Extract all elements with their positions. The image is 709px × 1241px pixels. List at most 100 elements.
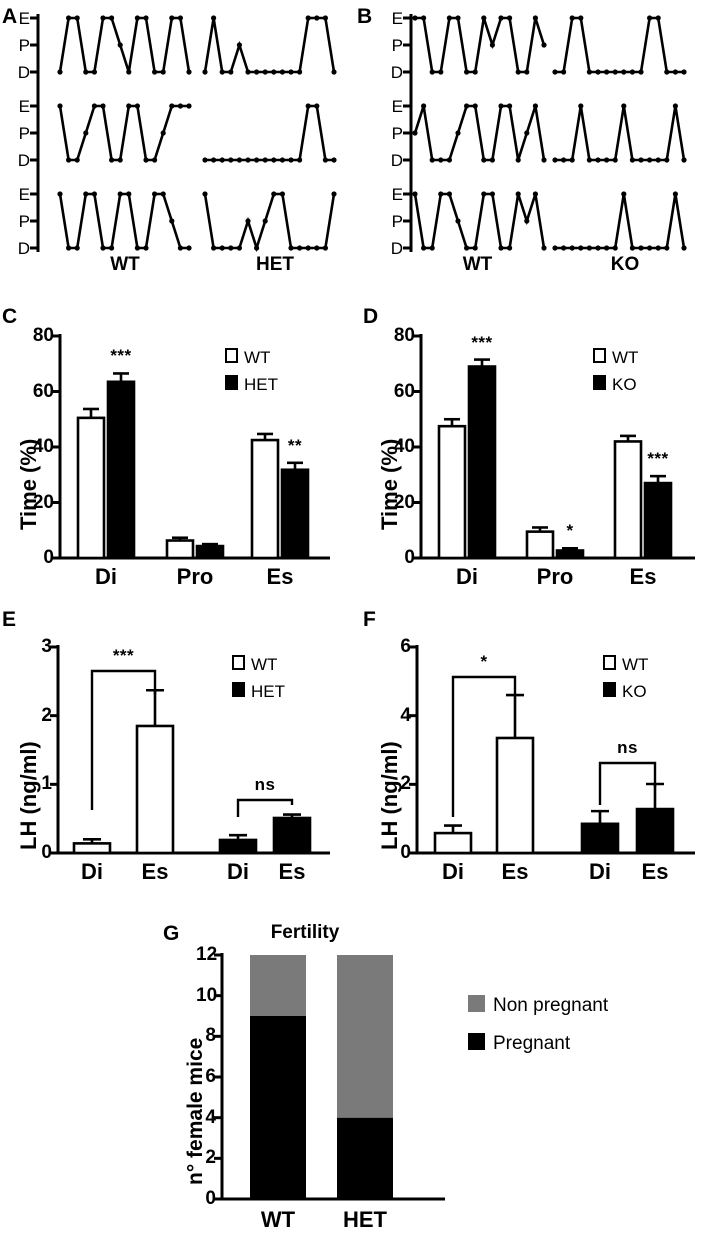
y-tick-0: 0 xyxy=(404,547,415,568)
stage-label-d-2: D xyxy=(390,239,403,258)
y-tick-20: 20 xyxy=(32,491,54,513)
panel-b-group-ko-label: KO xyxy=(610,254,640,275)
y-tick-2: 2 xyxy=(205,1147,216,1169)
y-tick-60: 60 xyxy=(393,380,415,402)
legend-label-wt: WT xyxy=(244,348,271,367)
stage-label-d-1: D xyxy=(17,151,30,170)
legend-swatch-ko xyxy=(603,682,616,697)
stage-label-e-1: E xyxy=(391,97,403,116)
panel-b-group-wt-label: WT xyxy=(462,254,493,275)
x-category-es: Es xyxy=(629,564,657,589)
stage-label-p-0: P xyxy=(391,36,403,55)
panel-a-cycle-plot xyxy=(30,14,337,253)
y-tick-80: 80 xyxy=(393,325,415,346)
x-category-pro: Pro xyxy=(536,564,574,589)
legend-swatch-het xyxy=(225,375,238,390)
y-tick-40: 40 xyxy=(32,436,54,457)
x-category-di: Di xyxy=(456,564,478,589)
x-category-es: Es xyxy=(266,564,294,589)
stage-label-e-1: E xyxy=(18,97,30,116)
x-category-pro: Pro xyxy=(176,564,214,589)
y-tick-0: 0 xyxy=(43,547,54,568)
y-tick-0: 0 xyxy=(400,842,411,863)
panel-e: E LH (ng/ml) 0 1 2 3 Di Es Di Es *** ns WT HET xyxy=(0,605,355,895)
stage-label-d-2: D xyxy=(17,239,30,258)
panel-g-bar-chart xyxy=(214,953,445,1201)
panel-b-cycle-plot xyxy=(403,14,687,252)
y-tick-10: 10 xyxy=(196,984,218,1006)
legend-label-wt: WT xyxy=(612,348,639,367)
x-category-di-2: Di xyxy=(227,859,249,884)
panel-c: C Time (%) 0 20 40 60 80 Di Pro Es *** ** WT HET xyxy=(0,300,355,600)
x-category-wt: WT xyxy=(260,1207,296,1232)
y-tick-6: 6 xyxy=(205,1066,216,1087)
stage-label-p-0: P xyxy=(18,36,30,55)
stage-label-p-1: P xyxy=(391,124,403,143)
panel-g: G Fertility n° female mice 0 2 4 6 8 10 12 WT HE… xyxy=(0,895,709,1241)
stage-label-p-1: P xyxy=(18,124,30,143)
x-category-het: HET xyxy=(343,1207,387,1232)
x-category-di-2: Di xyxy=(589,859,611,884)
panel-a-letter: A xyxy=(2,5,18,28)
panel-e-bar-chart xyxy=(50,645,330,855)
stage-label-e-0: E xyxy=(18,9,30,28)
legend-swatch-wt xyxy=(603,655,616,670)
legend-swatch-het xyxy=(232,682,245,697)
panel-f-letter: F xyxy=(363,608,376,631)
stage-label-e-0: E xyxy=(391,9,403,28)
panel-g-letter: G xyxy=(163,922,180,945)
y-tick-80: 80 xyxy=(32,325,54,346)
significance-es: ** xyxy=(287,435,303,455)
legend-swatch-non-pregnant xyxy=(468,995,485,1012)
panel-d-letter: D xyxy=(363,305,379,328)
significance-di: *** xyxy=(110,346,132,366)
y-tick-0: 0 xyxy=(205,1188,216,1209)
x-category-di-0: Di xyxy=(442,859,464,884)
y-tick-4: 4 xyxy=(205,1106,216,1128)
stage-label-e-2: E xyxy=(391,185,403,204)
stage-label-e-2: E xyxy=(18,185,30,204)
y-tick-1: 1 xyxy=(41,773,52,795)
panel-d-bar-chart xyxy=(413,334,695,560)
significance-bracket-1: ns xyxy=(617,738,638,757)
legend-swatch-pregnant xyxy=(468,1033,485,1050)
x-category-es-1: Es xyxy=(501,859,529,884)
panel-f-bar-chart xyxy=(409,645,695,855)
y-tick-3: 3 xyxy=(41,636,52,657)
significance-bracket-1: ns xyxy=(254,775,276,794)
x-category-es-1: Es xyxy=(141,859,169,884)
significance-es: *** xyxy=(647,449,669,469)
legend-swatch-ko xyxy=(593,375,606,390)
x-category-es-3: Es xyxy=(641,859,669,884)
y-tick-40: 40 xyxy=(393,436,415,457)
x-category-di-0: Di xyxy=(81,859,103,884)
y-tick-6: 6 xyxy=(400,636,411,657)
legend-label-wt: WT xyxy=(622,655,649,674)
y-tick-12: 12 xyxy=(196,944,218,965)
panel-f: F LH (ng/ml) 0 2 4 6 Di Es Di Es * ns WT KO xyxy=(355,605,709,895)
stage-label-d-0: D xyxy=(17,63,30,82)
legend-label-non-pregnant: Non pregnant xyxy=(493,995,609,1016)
significance-bracket-0: *** xyxy=(112,646,135,665)
legend-label-het: HET xyxy=(244,375,278,394)
legend-label-pregnant: Pregnant xyxy=(493,1033,571,1054)
stage-label-d-1: D xyxy=(390,151,403,170)
panel-a-group-wt-label: WT xyxy=(110,254,140,275)
significance-di: *** xyxy=(471,332,493,352)
panel-b-letter: B xyxy=(357,5,373,28)
significance-bracket-0: * xyxy=(480,652,488,671)
panel-g-title: Fertility xyxy=(270,922,340,943)
stage-label-p-2: P xyxy=(391,212,403,231)
panel-c-letter: C xyxy=(2,305,18,328)
stage-label-d-0: D xyxy=(390,63,403,82)
legend-swatch-wt xyxy=(225,348,238,363)
y-tick-2: 2 xyxy=(41,704,52,726)
legend-label-ko: KO xyxy=(622,682,647,701)
y-tick-60: 60 xyxy=(32,380,54,402)
legend-swatch-wt xyxy=(232,655,245,670)
legend-label-ko: KO xyxy=(612,375,637,394)
y-tick-8: 8 xyxy=(205,1025,216,1047)
y-tick-4: 4 xyxy=(400,704,411,726)
